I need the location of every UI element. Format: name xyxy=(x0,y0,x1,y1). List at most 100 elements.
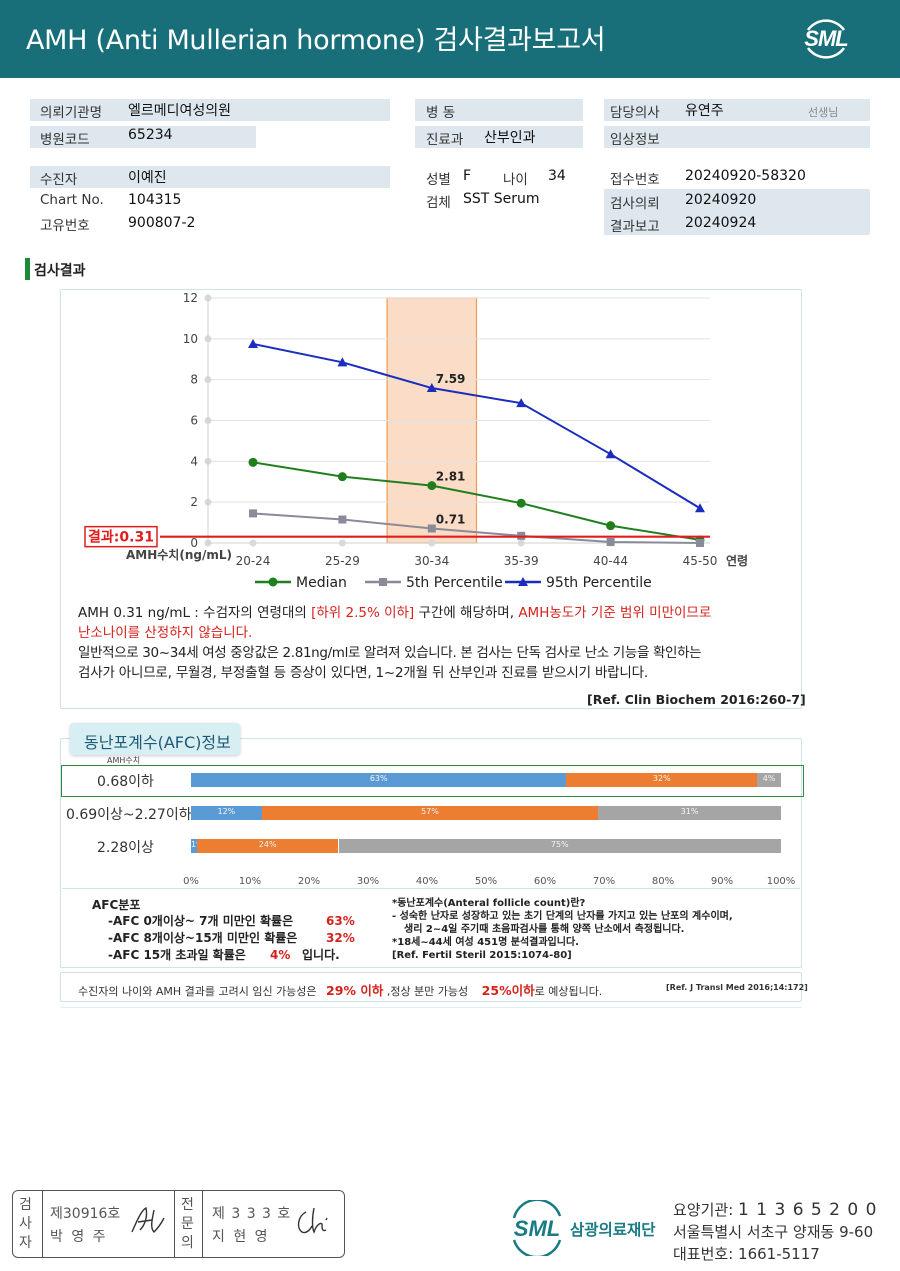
data-label: 0.71 xyxy=(436,513,466,527)
org-phone: 대표번호: 1661-5117 xyxy=(673,1245,820,1263)
afc-axis-tick: 20% xyxy=(298,876,320,887)
series-line-0 xyxy=(252,461,701,541)
age-value: 34 xyxy=(548,168,566,184)
data-label: 7.59 xyxy=(436,372,466,386)
afc-axis-tick: 70% xyxy=(593,876,615,887)
request-value: 20240920 xyxy=(685,192,757,208)
data-point xyxy=(605,449,616,459)
data-point xyxy=(516,398,527,408)
afc-divider xyxy=(62,888,800,889)
report-date-label: 결과보고 xyxy=(610,219,660,235)
y-axis-title: AMH수치(ng/mL) xyxy=(126,547,232,562)
afc-dist-row-suffix: 입니다. xyxy=(302,948,340,962)
department-value: 산부인과 xyxy=(484,130,536,146)
report-title: AMH (Anti Mullerian hormone) 검사결과보고서 xyxy=(26,25,606,56)
data-point xyxy=(248,457,258,467)
afc-axis-tick: 90% xyxy=(711,876,733,887)
afc-bar-segment-label: 75% xyxy=(550,840,569,849)
report-date-value: 20240924 xyxy=(685,215,757,231)
department-label: 진료과 xyxy=(426,132,464,148)
doctor-value: 유연주 xyxy=(685,103,724,119)
afc-axis-tick: 30% xyxy=(357,876,379,887)
x-tick-label: 35-39 xyxy=(504,554,539,568)
afc-dist-row-text: -AFC 15개 초과일 확률은 xyxy=(108,948,246,962)
section-marker xyxy=(25,258,30,280)
signature-divider-2 xyxy=(174,1191,175,1257)
amh-chart: 0 2 4 6 8 10 12 20-24 25-29 30-34 35-39 40-44 45-50 연… xyxy=(84,291,748,591)
afc-bar-segment: 75% xyxy=(338,839,781,853)
sml-footer-logo: SML xyxy=(512,1200,562,1256)
series-line-2 xyxy=(252,342,701,510)
data-point xyxy=(338,515,347,524)
y-tick-label: 8 xyxy=(190,373,198,387)
afc-axis-tick: 40% xyxy=(416,876,438,887)
afc-row-label: 2.28이상 xyxy=(97,840,154,856)
legend-marker xyxy=(379,578,387,586)
interpretation-reference: [Ref. Clin Biochem 2016:260-7] xyxy=(587,692,806,707)
interpretation-line-3: 일반적으로 30~34세 여성 중앙값은 2.81ng/ml로 알려져 있습니다… xyxy=(78,645,702,661)
institution-label: 의뢰기관명 xyxy=(40,105,103,121)
sex-label: 성별 xyxy=(426,172,451,188)
x-tick-label: 40-44 xyxy=(593,554,628,568)
afc-axis: 0% 10% 20% 30% 40% 50% 60% 70% 80% 90% 100% xyxy=(183,876,795,887)
examiner-signature xyxy=(131,1206,165,1233)
x-tick-dot xyxy=(517,539,525,547)
info-bar-dates xyxy=(604,189,870,235)
x-tick-label: 30-34 xyxy=(414,554,449,568)
data-point xyxy=(606,537,615,546)
data-point xyxy=(337,357,348,367)
specialist-signature xyxy=(297,1207,328,1234)
legend-label: 5th Percentile xyxy=(406,575,503,591)
afc-bar-segment-label: 31% xyxy=(680,807,699,816)
info-bar-ward xyxy=(415,99,583,121)
org-name: 삼광의료재단 xyxy=(570,1221,656,1239)
specimen-label: 검체 xyxy=(426,195,451,211)
data-point xyxy=(427,481,437,491)
legend-marker xyxy=(268,577,278,587)
x-tick-label: 25-29 xyxy=(325,554,360,568)
report-header xyxy=(0,0,900,78)
doctor-suffix: 선생님 xyxy=(808,106,839,119)
pregnancy-shadow xyxy=(60,1007,802,1008)
y-tick-label: 2 xyxy=(190,495,198,509)
afc-note-1: *동난포계수(Anteral follicle count)란? xyxy=(392,898,586,909)
afc-dist-row-value: 63% xyxy=(326,914,355,928)
afc-stacked-bar: 63% 32% 4% xyxy=(191,773,781,787)
sml-logo: SML xyxy=(800,12,852,64)
afc-bar-segment: 12% xyxy=(191,806,262,820)
afc-axis-tick: 0% xyxy=(183,876,199,887)
afc-note-4: *18세~44세 여성 451명 분석결과입니다. xyxy=(392,937,579,948)
afc-stacked-bar: 1%24%75% xyxy=(191,839,781,853)
data-point xyxy=(606,521,616,531)
afc-bar-segment-label: 12% xyxy=(217,807,236,816)
x-axis-title: 연령 xyxy=(726,553,748,568)
data-point xyxy=(249,509,257,518)
amh-column-label: AMH수치 xyxy=(107,756,141,765)
series-line-1 xyxy=(252,512,701,544)
info-bar-patient xyxy=(30,166,390,188)
examiner-license: 제30916호 xyxy=(50,1206,121,1222)
examiner-name: 박 영 주 xyxy=(50,1229,108,1245)
y-tick-label: 10 xyxy=(183,332,198,346)
info-bar-hospital-code xyxy=(30,126,256,148)
afc-dist-row-value: 4% xyxy=(270,948,291,962)
afc-stacked-bar: 12% 57% 31% xyxy=(191,806,781,820)
afc-bar-segment: 4% xyxy=(757,773,781,787)
afc-note-2: - 성숙한 난자로 성장하고 있는 초기 단계의 난자를 가지고 있는 난포의 … xyxy=(392,911,733,922)
y-tick-label: 6 xyxy=(190,414,198,428)
ward-label: 병 동 xyxy=(426,105,456,121)
hospital-code-value: 65234 xyxy=(128,127,173,143)
x-tick-dot xyxy=(428,539,436,547)
x-tick-dot xyxy=(338,539,346,547)
afc-axis-tick: 60% xyxy=(534,876,556,887)
specialist-label: 전문의 xyxy=(181,1197,194,1251)
afc-bar-segment-label: 24% xyxy=(258,840,277,849)
legend-label: 95th Percentile xyxy=(546,575,652,591)
signature-divider-3 xyxy=(202,1191,203,1257)
data-point xyxy=(516,498,526,508)
afc-dist-row-text: -AFC 8개이상~15개 미만인 확률은 xyxy=(108,931,298,945)
info-bar-department xyxy=(415,126,583,148)
afc-bar-segment: 31% xyxy=(598,806,781,820)
svg-text:SML: SML xyxy=(514,1216,560,1241)
org-address: 서울특별시 서초구 양재동 9-60 xyxy=(673,1223,874,1241)
